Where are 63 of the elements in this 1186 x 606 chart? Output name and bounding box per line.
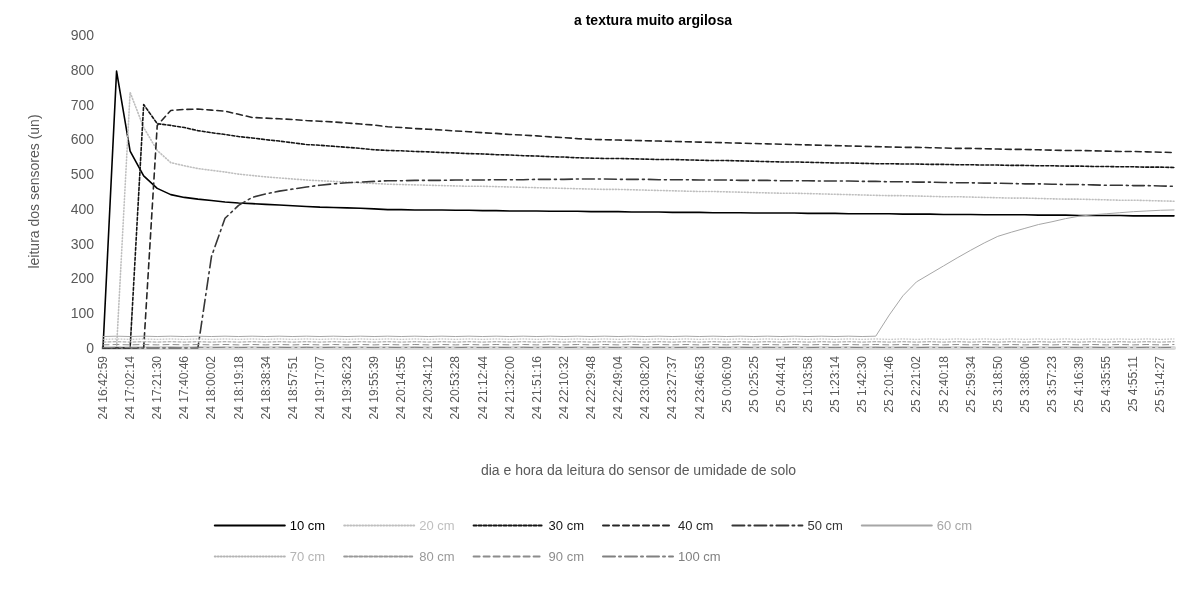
text: 60 cm xyxy=(936,518,973,533)
chart-title: a textura muito argilosa xyxy=(574,12,733,28)
text: 20 cm xyxy=(419,518,455,533)
text: 80 cm xyxy=(419,549,455,564)
x-tick-label: 25 4:35:55 xyxy=(1099,355,1114,413)
x-tick-label: 24 18:38:34 xyxy=(258,355,273,420)
x-tick-label: 24 18:57:51 xyxy=(285,355,300,420)
x-tick-label: 25 5:14:27 xyxy=(1153,355,1168,413)
text: 70 cm xyxy=(289,549,326,564)
y-tick-label: 400 xyxy=(70,200,95,217)
x-tick-label: 25 2:40:18 xyxy=(936,355,951,413)
x-tick-label: 25 1:23:14 xyxy=(828,355,843,413)
x-tick-label: 25 1:42:30 xyxy=(855,355,870,413)
x-tick-label: 24 23:27:37 xyxy=(665,355,680,420)
x-tick-label: 24 16:42:59 xyxy=(96,355,110,420)
x-tick-label: 25 2:01:46 xyxy=(882,355,897,413)
y-tick-label: 100 xyxy=(70,305,95,322)
x-tick-label: 24 19:36:23 xyxy=(340,355,355,420)
x-tick-label: 25 3:38:06 xyxy=(1017,355,1032,413)
x-tick-label: 24 22:29:48 xyxy=(584,355,599,420)
x-axis-title: dia e hora da leitura do sensor de umidade de solo xyxy=(480,462,797,478)
x-tick-label: 24 18:19:18 xyxy=(231,355,246,420)
x-tick-label: 25 0:06:09 xyxy=(719,355,734,413)
text: 100 cm xyxy=(678,549,721,564)
x-tick-label: 24 22:10:32 xyxy=(556,355,571,420)
text: 10 cm xyxy=(289,518,326,533)
text: 50 cm xyxy=(807,518,843,533)
x-tick-label: 25 3:18:50 xyxy=(990,355,1005,413)
x-tick-label: 24 21:12:44 xyxy=(475,355,490,420)
x-tick-label: 25 4:55:11 xyxy=(1126,355,1141,412)
text: 30 cm xyxy=(548,518,585,533)
y-tick-label: 0 xyxy=(86,340,95,356)
x-tick-label: 24 21:32:00 xyxy=(502,355,517,420)
y-tick-label: 300 xyxy=(70,235,95,252)
x-tick-label: 25 3:57:23 xyxy=(1044,355,1059,413)
x-tick-label: 25 1:03:58 xyxy=(800,355,815,413)
x-tick-label: 24 17:02:14 xyxy=(123,355,138,420)
y-tick-label: 500 xyxy=(70,166,95,183)
x-tick-label: 24 22:49:04 xyxy=(611,355,626,420)
x-tick-label: 24 23:08:20 xyxy=(638,355,653,420)
x-tick-label: 24 20:53:28 xyxy=(448,355,463,420)
x-tick-label: 25 4:16:39 xyxy=(1072,355,1087,413)
text: 40 cm xyxy=(678,518,714,533)
x-tick-label: 24 21:51:16 xyxy=(529,355,544,420)
y-tick-label: 200 xyxy=(70,270,95,287)
x-tick-label: 24 19:55:39 xyxy=(367,355,382,420)
x-tick-label: 24 20:14:55 xyxy=(394,355,409,420)
y-tick-label: 900 xyxy=(70,27,95,43)
y-axis-title: leitura dos sensores (un) xyxy=(26,114,42,269)
x-tick-label: 24 17:21:30 xyxy=(150,355,165,420)
x-tick-label: 25 2:21:02 xyxy=(909,355,924,413)
x-tick-label: 24 17:40:46 xyxy=(177,355,192,420)
y-tick-label: 600 xyxy=(70,131,95,148)
text: 90 cm xyxy=(548,549,585,564)
y-tick-label: 700 xyxy=(70,96,95,113)
x-tick-label: 24 23:46:53 xyxy=(692,355,707,420)
x-tick-label: 25 2:59:34 xyxy=(963,355,978,413)
x-tick-label: 25 0:44:41 xyxy=(773,355,788,413)
y-tick-label: 800 xyxy=(70,61,95,78)
x-tick-label: 24 20:34:12 xyxy=(421,355,436,420)
x-tick-label: 24 18:00:02 xyxy=(204,355,219,420)
x-tick-label: 24 19:17:07 xyxy=(312,355,327,420)
x-tick-label: 25 0:25:25 xyxy=(746,355,761,413)
